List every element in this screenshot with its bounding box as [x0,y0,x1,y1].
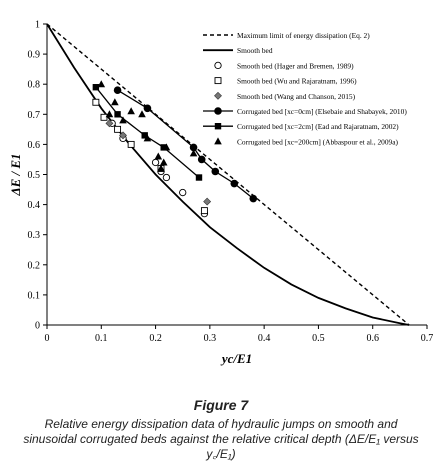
legend-item: Corrugated bed [xc=200cm] (Abbaspour et … [214,137,399,146]
legend-swatch-marker [214,137,222,145]
data-point [100,113,108,121]
x-axis-label: yc/E1 [220,351,252,366]
data-point [162,173,171,182]
data-point [189,149,198,157]
data-point [151,158,160,167]
data-point [111,98,119,106]
y-tick-label: 0.1 [28,290,41,301]
figure-caption: Relative energy dissipation data of hydr… [23,417,419,461]
data-point [200,207,208,215]
data-point [114,125,122,133]
y-tick-label: 1 [35,20,40,31]
legend-label: Maximum limit of energy dissipation (Eq.… [237,31,370,40]
data-point [189,143,198,152]
data-point [159,158,168,166]
x-tick-label: 0 [45,333,50,344]
y-tick-label: 0.3 [28,230,41,241]
data-point [92,98,100,106]
y-tick-label: 0.9 [28,50,41,61]
figure-title: Figure 7 [193,397,249,413]
legend-swatch-marker [214,61,222,70]
data-point [141,132,148,139]
data-point [105,119,114,128]
legend-item: Smooth bed (Wang and Chanson, 2015) [214,91,356,101]
data-point [154,152,163,160]
data-point [127,107,135,115]
data-point [119,116,127,124]
legend-swatch-marker [214,123,222,130]
data-point [249,194,258,203]
x-tick-label: 0.2 [149,333,162,344]
y-tick-label: 0.4 [28,200,41,211]
data-point [203,197,212,206]
data-point [114,111,121,118]
legend-item: Maximum limit of energy dissipation (Eq.… [203,31,370,40]
legend-label: Corrugated bed [xc=0cm] (Elsebaie and Sh… [237,107,407,116]
legend-swatch-marker [214,107,222,115]
series-4 [105,119,212,206]
x-tick-label: 0.1 [95,333,108,344]
x-tick-label: 0.7 [421,333,434,344]
legend-swatch-marker [214,91,222,100]
y-tick-label: 0.7 [28,110,41,121]
x-tick-label: 0.3 [204,333,217,344]
series-5 [113,86,258,203]
series-line-0 [46,23,410,326]
data-point [143,104,152,113]
series-7 [97,80,198,172]
y-tick-label: 0.5 [28,170,41,181]
y-tick-label: 0.8 [28,80,41,91]
data-point [92,84,100,91]
legend-label: Corrugated bed [xc=200cm] (Abbaspour et … [237,137,399,146]
legend-item: Corrugated bed [xc=0cm] (Elsebaie and Sh… [203,107,407,116]
data-point [143,134,152,142]
legend-item: Corrugated bed [xc=2cm] (Ead and Rajarat… [203,122,399,131]
x-tick-label: 0.6 [366,333,379,344]
data-point [162,143,171,151]
legend-swatch-marker [214,77,222,85]
y-tick-label: 0.2 [28,260,41,271]
data-point [105,110,114,118]
data-point [119,131,127,140]
series-3 [92,98,208,215]
legend-label: Smooth bed (Wang and Chanson, 2015) [237,92,356,101]
y-axis-label: ΔE / E1 [8,153,23,196]
series-0 [46,23,410,326]
series-line-1 [46,23,410,326]
legend-item: Smooth bed (Hager and Bremen, 1989) [214,61,354,70]
y-tick-label: 0.6 [28,140,41,151]
data-point [197,155,206,164]
y-tick-label: 0 [35,321,40,332]
chart: 0 0.1 0.2 0.3 0.4 0.5 0.6 0.7 0 0.1 0.2 0.3 0.4 0.5 0.… [8,20,434,367]
data-point [127,140,135,148]
data-point [97,80,106,88]
data-point [230,179,239,188]
series-1 [46,23,410,326]
x-tick-label: 0.5 [312,333,325,344]
legend-label: Smooth bed (Hager and Bremen, 1989) [237,61,354,70]
legend-item: Smooth bed [203,46,273,55]
legend-label: Smooth bed [237,46,273,55]
data-point [113,86,122,95]
legend-item: Smooth bed (Wu and Rajaratnam, 1996) [214,77,357,86]
x-tick-label: 0.4 [258,333,271,344]
data-point [138,110,146,118]
legend-label: Smooth bed (Wu and Rajaratnam, 1996) [237,77,357,86]
legend: Maximum limit of energy dissipation (Eq.… [203,31,407,146]
data-point [157,164,165,172]
data-point [195,174,203,181]
series-6 [92,84,203,181]
legend-label: Corrugated bed [xc=2cm] (Ead and Rajarat… [237,122,399,131]
data-point [160,144,167,151]
data-point [179,188,187,197]
data-point [211,167,220,176]
